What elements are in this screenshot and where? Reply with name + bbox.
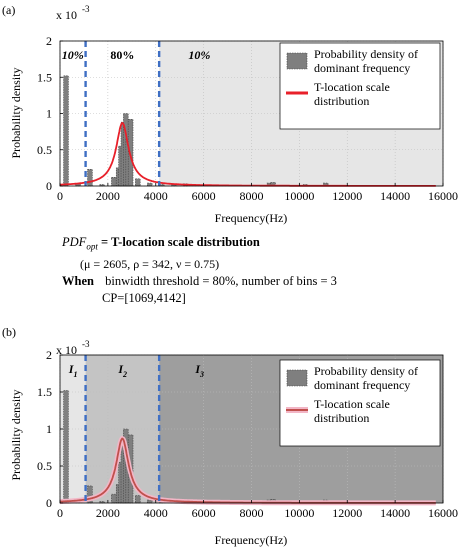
y-axis-label-a: Probability density (9, 68, 23, 159)
histogram-bar (111, 177, 117, 187)
region-label: I3 (194, 362, 204, 379)
legend-bars-label: Probability density of dominant frequency (314, 364, 418, 392)
region-label: 80% (110, 48, 134, 62)
when-text: binwidth threshold = 80%, number of bins… (105, 273, 337, 288)
panel-label-a: (a) (2, 3, 15, 17)
x-tick-label: 12000 (332, 189, 362, 203)
plot-area-b: 0 0.5 1 1.5 2 0 2000 4000 6000 8000 10000 12000 1400… (37, 348, 458, 520)
y-tick-label: 0.5 (37, 459, 52, 473)
svg-text:-3: -3 (82, 4, 90, 14)
chart-panel-b: (b) x 10 -3 Probability density Frequenc… (2, 325, 458, 547)
x-tick-label: 16000 (428, 189, 458, 203)
y-tick-label: 1.5 (37, 70, 52, 84)
when-label: When (62, 273, 94, 288)
histogram-bar (63, 390, 69, 504)
x-tick-label: 0 (57, 506, 63, 520)
x-tick-label: 6000 (192, 506, 216, 520)
x-tick-label: 2000 (96, 189, 120, 203)
svg-text:-3: -3 (82, 339, 90, 349)
plot-area-a: 0 0.5 1 1.5 2 0 2000 4000 6000 8000 10000 12000 1400… (37, 34, 458, 203)
y-tick-label: 0 (46, 179, 52, 193)
x-tick-label: 4000 (144, 189, 168, 203)
y-tick-label: 1.5 (37, 385, 52, 399)
svg-text:x 10: x 10 (56, 343, 77, 357)
x-tick-label: 8000 (240, 189, 264, 203)
x-tick-label: 8000 (240, 506, 264, 520)
pdf-label: PDF (62, 235, 87, 249)
histogram-bar (63, 75, 69, 187)
x-tick-label: 2000 (96, 506, 120, 520)
y-axis-label-b: Probability density (9, 390, 23, 481)
region-label: 10% (188, 48, 210, 62)
x-tick-label: 14000 (380, 189, 410, 203)
x-tick-label: 10000 (284, 189, 314, 203)
y-tick-label: 1 (46, 107, 52, 121)
legend-bars-label: Probability density of dominant frequency (314, 47, 418, 75)
y-tick-label: 1 (46, 422, 52, 436)
y-tick-label: 0 (46, 496, 52, 510)
x-tick-label: 6000 (192, 189, 216, 203)
histogram-bar (87, 485, 93, 504)
histogram-bar (147, 182, 153, 187)
histogram-bar (111, 493, 117, 504)
y-tick-label: 0.5 (37, 143, 52, 157)
region-label: I1 (68, 362, 78, 379)
x-axis-label-b: Frequency(Hz) (215, 533, 288, 547)
histogram-bar (87, 169, 93, 187)
x-tick-label: 16000 (428, 506, 458, 520)
chart-panel-a: (a) x 10 -3 Probability density Frequenc… (2, 3, 458, 225)
distribution-params: (μ = 2605, ρ = 342, ν = 0.75) (80, 256, 220, 271)
legend-line-label: T-location scale distribution (314, 397, 390, 425)
histogram-bar (135, 178, 141, 187)
region-label: I2 (117, 362, 127, 379)
pdf-equals-text: = T-location scale distribution (100, 235, 260, 249)
x-tick-label: 12000 (332, 506, 362, 520)
legend-line-label: T-location scale distribution (314, 80, 390, 108)
x-tick-label: 14000 (380, 506, 410, 520)
histogram-bar (147, 499, 153, 504)
distribution-formula: PDFopt = T-location scale distribution (… (62, 234, 337, 307)
svg-text:x 10: x 10 (56, 8, 77, 22)
x-tick-label: 0 (57, 189, 63, 203)
cp-text: CP=[1069,4142] (102, 290, 186, 305)
histogram-bar (75, 183, 81, 187)
x-axis-label-a: Frequency(Hz) (215, 211, 288, 225)
legend-bar-swatch (286, 369, 308, 387)
y-exponent-b: x 10 -3 (56, 339, 90, 357)
legend-bar-swatch (286, 52, 308, 70)
pdf-subscript: opt (86, 241, 98, 252)
histogram-bar (135, 495, 141, 504)
y-tick-label: 2 (46, 348, 52, 362)
x-tick-label: 4000 (144, 506, 168, 520)
panel-label-b: (b) (2, 325, 16, 339)
region-label: 10% (62, 48, 84, 62)
x-tick-label: 10000 (284, 506, 314, 520)
y-tick-label: 2 (46, 34, 52, 48)
y-exponent-a: x 10 -3 (56, 4, 90, 22)
